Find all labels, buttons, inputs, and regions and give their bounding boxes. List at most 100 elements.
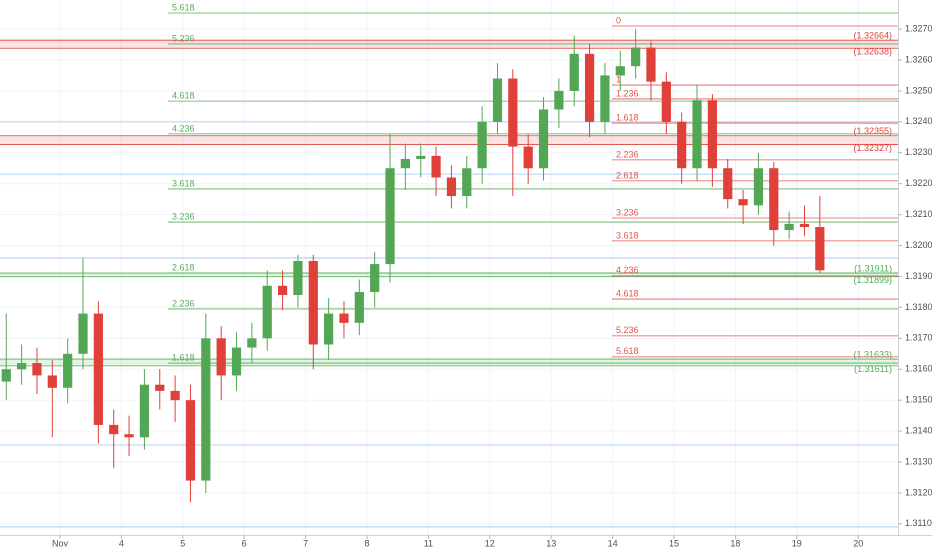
fib-label: 1.618 <box>172 352 195 362</box>
candle-body <box>400 158 410 169</box>
fib-label: 3.618 <box>616 230 639 240</box>
candle-body <box>431 155 441 178</box>
fib-label: 4.236 <box>172 123 195 133</box>
fib-label: 2.618 <box>172 262 195 272</box>
candle-body <box>78 313 88 354</box>
candle-body <box>677 121 687 169</box>
candle-body <box>385 168 395 265</box>
y-tick-label: 1.32600 <box>905 54 932 64</box>
price-zone <box>0 273 898 277</box>
candle-body <box>554 90 564 110</box>
y-tick-label: 1.32000 <box>905 240 932 250</box>
x-tick-label: 14 <box>608 538 618 548</box>
x-tick-label: 8 <box>364 538 369 548</box>
candle-body <box>446 177 457 197</box>
x-tick-label: 11 <box>424 538 433 548</box>
candle-body <box>93 313 103 425</box>
candle-body <box>477 121 487 169</box>
y-tick-label: 1.32400 <box>905 116 932 126</box>
candle-body <box>139 384 150 438</box>
candle-body <box>416 155 426 159</box>
fib-label: 5.236 <box>172 33 195 43</box>
y-tick-label: 1.31200 <box>905 487 932 497</box>
candle-body <box>324 313 334 345</box>
y-tick-label: 1.31100 <box>905 518 932 528</box>
y-tick-label: 1.31800 <box>905 302 932 312</box>
candle-body <box>370 264 380 292</box>
candle-body <box>508 78 518 147</box>
y-tick-label: 1.31600 <box>905 364 932 374</box>
fib-label: 5.618 <box>616 346 639 356</box>
y-tick-label: 1.31500 <box>905 395 932 405</box>
y-tick-label: 1.32300 <box>905 147 932 157</box>
fib-label: 2.236 <box>616 149 639 159</box>
candle-body <box>277 285 288 296</box>
candle-body <box>124 434 134 438</box>
candle-body <box>569 53 579 91</box>
price-zone <box>0 359 898 366</box>
candle-body <box>216 338 226 376</box>
candle-body <box>47 375 57 388</box>
y-tick-label: 1.31400 <box>905 425 932 435</box>
candle-body <box>492 78 503 122</box>
price-tag: (1.31611) <box>854 364 892 374</box>
candle-body <box>600 75 610 122</box>
price-tag: (1.32638) <box>853 47 892 57</box>
y-tick-label: 1.31900 <box>905 271 932 281</box>
y-tick-label: 1.32500 <box>905 85 932 95</box>
fib-label: 1.236 <box>616 88 639 98</box>
candle-body <box>155 384 165 391</box>
candle-body <box>17 363 27 370</box>
x-tick-label: 6 <box>242 538 247 548</box>
candle-body <box>738 199 748 206</box>
fib-label: 5.618 <box>172 2 195 12</box>
candle-body <box>584 53 595 122</box>
candle-body <box>170 390 180 401</box>
candle-body <box>661 81 671 122</box>
x-tick-label: 18 <box>730 538 740 548</box>
y-tick-label: 1.32100 <box>905 209 932 219</box>
candle-body <box>646 47 656 82</box>
candle-body <box>354 291 364 323</box>
candle-body <box>262 285 272 339</box>
price-tag: (1.32355) <box>853 126 892 136</box>
candle-body <box>707 100 717 169</box>
candle-body <box>753 168 764 206</box>
price-tag: (1.32327) <box>853 143 892 153</box>
fib-label: 1 <box>616 74 621 84</box>
x-tick-label: 15 <box>669 538 679 548</box>
fib-label: 4.618 <box>616 288 639 298</box>
price-tag: (1.31911) <box>854 263 892 273</box>
x-tick-label: 20 <box>853 538 863 548</box>
fib-label: 4.618 <box>172 90 195 100</box>
y-tick-label: 1.32200 <box>905 178 932 188</box>
fib-label: 3.618 <box>172 178 195 188</box>
candle-body <box>247 338 257 348</box>
candle-body <box>109 424 119 435</box>
fib-label: 1.618 <box>616 112 639 122</box>
x-tick-label: 7 <box>303 538 308 548</box>
fib-label: 3.236 <box>616 207 639 217</box>
fib-label: 0 <box>616 15 621 25</box>
candle-body <box>723 168 733 200</box>
fib-label: 2.236 <box>172 298 195 308</box>
x-tick-label: Nov <box>52 538 69 548</box>
candle-body <box>293 261 303 296</box>
candle-body <box>692 100 702 169</box>
fib-label: 5.236 <box>616 325 639 335</box>
candle-body <box>769 168 779 231</box>
fib-label: 4.236 <box>616 265 639 275</box>
candle-body <box>615 66 625 76</box>
price-tag: (1.32664) <box>853 31 892 41</box>
y-tick-label: 1.31700 <box>905 333 932 343</box>
fib-label: 2.618 <box>616 170 639 180</box>
candle-body <box>231 347 242 376</box>
x-tick-label: 19 <box>792 538 802 548</box>
candle-body <box>1 369 11 382</box>
price-tag: (1.31633) <box>853 349 892 359</box>
candle-body <box>308 261 318 345</box>
candle-body <box>523 146 533 169</box>
y-tick-label: 1.32700 <box>905 23 932 33</box>
